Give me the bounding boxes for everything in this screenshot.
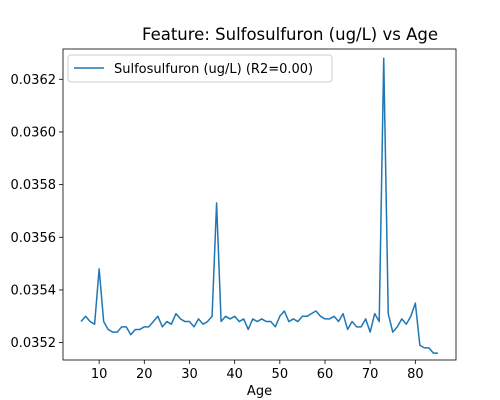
legend: Sulfosulfuron (ug/L) (R2=0.00) <box>67 54 333 83</box>
x-tick-label: 80 <box>407 367 424 382</box>
y-tick-label: 0.0352 <box>11 336 57 351</box>
x-axis-label: Age <box>247 384 272 399</box>
x-tick-label: 30 <box>181 367 198 382</box>
x-tick-label: 70 <box>362 367 379 382</box>
y-tick-label: 0.0356 <box>11 231 57 246</box>
plot-frame <box>62 48 457 361</box>
legend-box <box>67 54 333 83</box>
y-tick-label: 0.0360 <box>11 125 57 140</box>
y-tick-label: 0.0362 <box>11 73 57 88</box>
y-axis: 0.0352 0.0354 0.0356 0.0358 0.0360 0.0362 <box>11 73 63 351</box>
plot-area <box>80 57 438 354</box>
chart-title: Feature: Sulfosulfuron (ug/L) vs Age <box>142 25 438 44</box>
y-tick-label: 0.0358 <box>11 178 57 193</box>
x-tick-label: 20 <box>136 367 153 382</box>
x-axis: 10 20 30 40 50 60 70 80 <box>91 360 424 382</box>
y-tick-label: 0.0354 <box>11 283 57 298</box>
series-line <box>80 57 438 354</box>
x-tick-label: 50 <box>272 367 289 382</box>
x-tick-label: 60 <box>317 367 334 382</box>
legend-entry: Sulfosulfuron (ug/L) (R2=0.00) <box>114 62 313 77</box>
x-tick-label: 40 <box>226 367 243 382</box>
x-tick-label: 10 <box>91 367 108 382</box>
